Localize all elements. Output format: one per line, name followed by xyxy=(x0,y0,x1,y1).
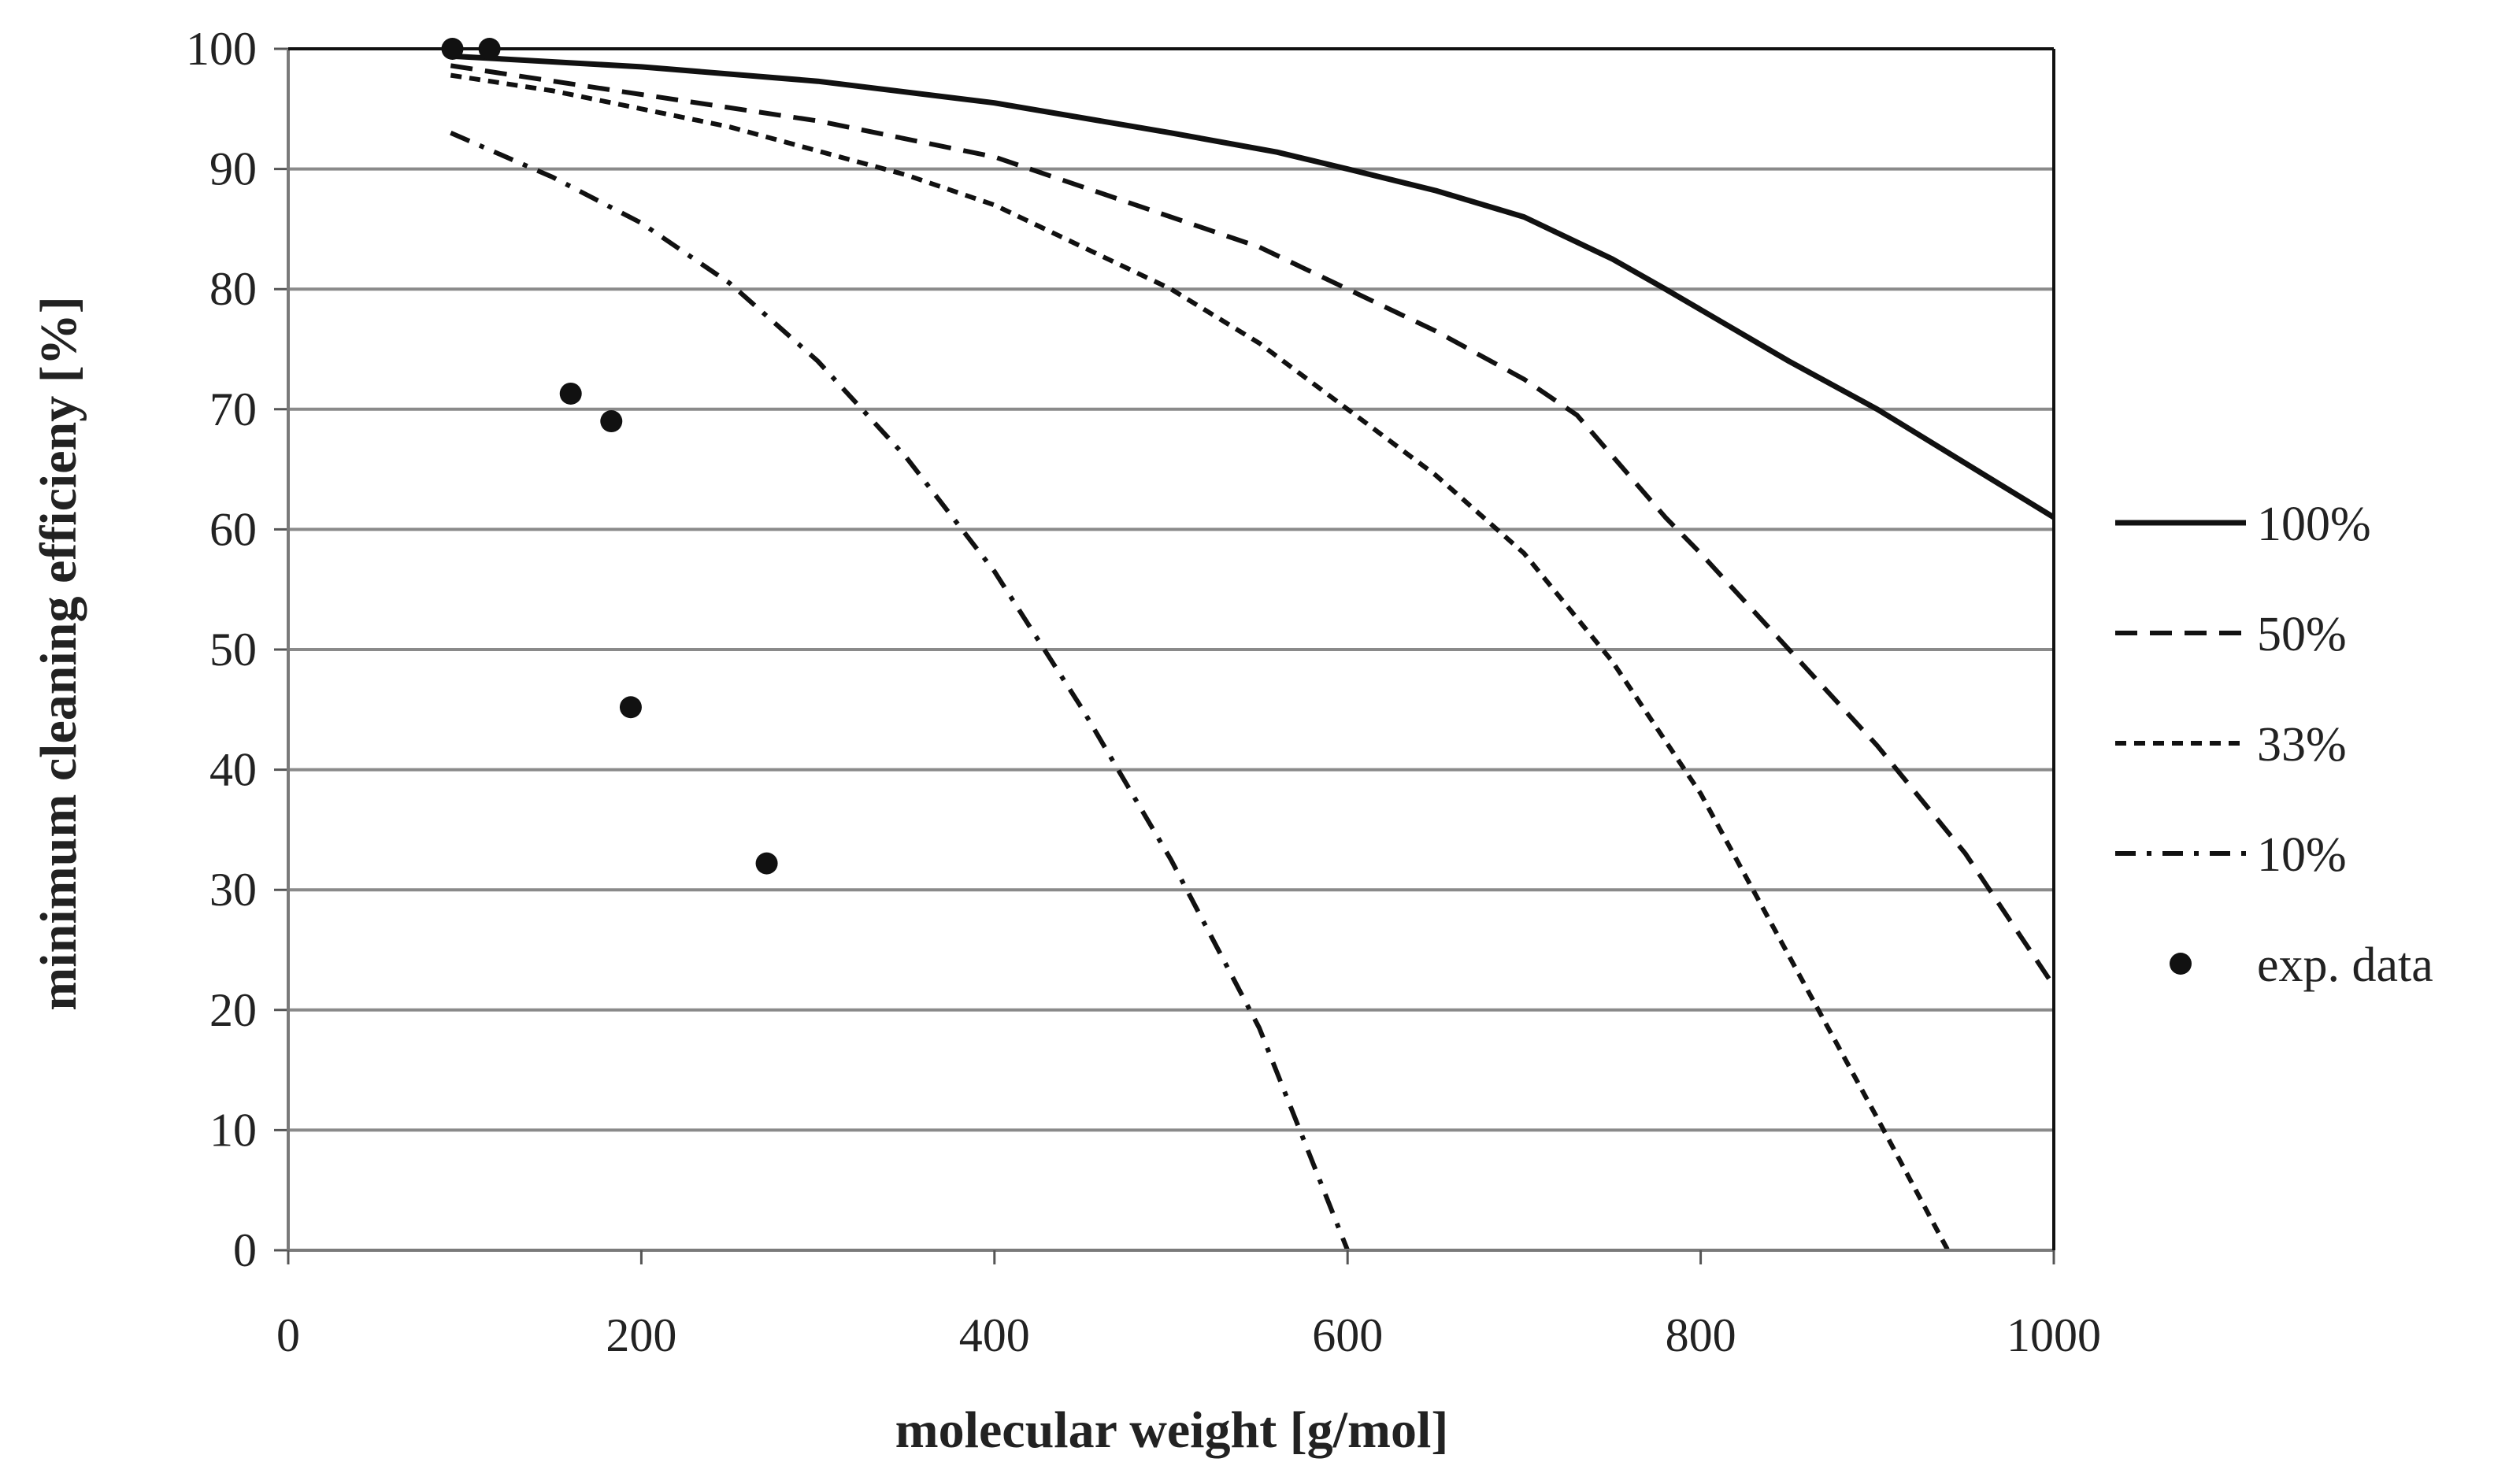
y-tick-label-0: 0 xyxy=(233,1224,257,1276)
y-tick-label-80: 80 xyxy=(209,263,257,315)
data-point-5 xyxy=(619,696,642,719)
x-axis-title: molecular weight [g/mol] xyxy=(895,1401,1449,1459)
y-tick-label-60: 60 xyxy=(209,503,257,555)
legend: 100% 50% 33% 10% exp. data xyxy=(2115,498,2433,992)
x-tick-label-200: 200 xyxy=(606,1309,676,1361)
data-point-4 xyxy=(600,410,623,433)
axes xyxy=(274,47,2055,1264)
x-tick-label-800: 800 xyxy=(1666,1309,1736,1361)
legend-marker-exp-data xyxy=(2170,953,2192,975)
y-tick-label-10: 10 xyxy=(209,1104,257,1156)
series-line-33 xyxy=(450,72,1951,1252)
series-line-10 xyxy=(450,131,1350,1252)
y-axis-title: minimum cleaning efficieny [%] xyxy=(30,296,87,1010)
y-tick-label-100: 100 xyxy=(186,23,257,75)
data-point-6 xyxy=(755,852,778,875)
series-line-100 xyxy=(450,53,2055,520)
series-line-50 xyxy=(450,63,2056,987)
legend-label-10: 10% xyxy=(2257,828,2347,882)
y-tick-label-30: 30 xyxy=(209,864,257,916)
data-point-3 xyxy=(559,382,582,405)
x-tick-label-0: 0 xyxy=(276,1309,300,1361)
x-tick-label-400: 400 xyxy=(959,1309,1030,1361)
y-tick-label-40: 40 xyxy=(209,744,257,796)
y-tick-label-50: 50 xyxy=(209,624,257,676)
legend-label-exp-data: exp. data xyxy=(2257,938,2433,992)
legend-label-50: 50% xyxy=(2257,608,2347,661)
x-tick-label-600: 600 xyxy=(1312,1309,1383,1361)
y-tick-label-90: 90 xyxy=(209,143,257,195)
x-tick-label-1000: 1000 xyxy=(2007,1309,2101,1361)
series-layer xyxy=(441,38,2056,1252)
y-tick-label-20: 20 xyxy=(209,984,257,1036)
y-tick-label-70: 70 xyxy=(209,383,257,435)
legend-label-100: 100% xyxy=(2257,498,2371,551)
legend-label-33: 33% xyxy=(2257,718,2347,772)
